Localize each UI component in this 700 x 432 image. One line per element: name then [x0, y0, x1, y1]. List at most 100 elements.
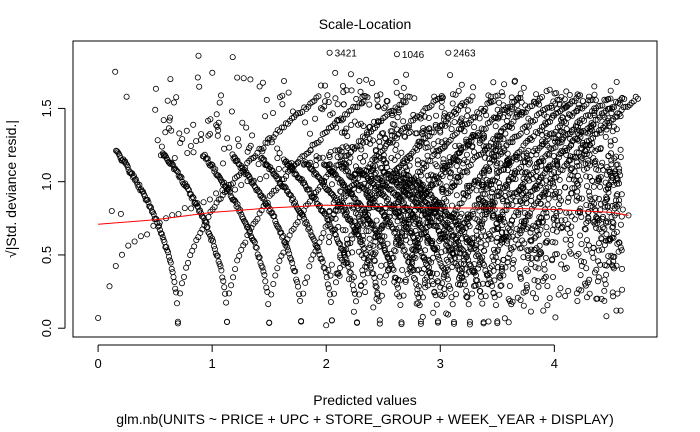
data-point	[490, 201, 497, 208]
data-point	[599, 246, 606, 253]
data-point	[605, 115, 612, 122]
data-point	[152, 85, 159, 92]
data-point	[367, 189, 374, 196]
data-point	[397, 301, 404, 308]
data-point	[152, 106, 159, 113]
data-point	[576, 127, 583, 134]
data-point	[479, 198, 486, 205]
data-point	[411, 207, 418, 214]
data-point	[550, 134, 557, 141]
data-point	[328, 261, 335, 268]
data-point	[383, 261, 390, 268]
data-point	[421, 276, 428, 283]
data-point	[341, 152, 348, 159]
data-point	[519, 191, 526, 198]
data-point	[513, 225, 520, 232]
data-point	[421, 192, 428, 199]
data-point	[422, 105, 429, 112]
data-point	[400, 118, 407, 125]
data-point	[536, 101, 543, 108]
data-point	[474, 251, 481, 258]
data-point	[277, 229, 284, 236]
data-point	[263, 161, 270, 168]
data-point	[558, 147, 565, 154]
data-point	[435, 218, 442, 225]
data-point	[296, 291, 303, 298]
data-point	[164, 247, 171, 254]
data-point	[414, 157, 421, 164]
data-point	[450, 318, 457, 325]
data-point	[565, 287, 572, 294]
data-point	[421, 229, 428, 236]
data-point	[424, 172, 431, 179]
data-point	[479, 134, 486, 141]
labeled-point	[393, 51, 400, 58]
data-point	[499, 221, 506, 228]
data-point	[291, 267, 298, 274]
data-point	[411, 95, 418, 102]
data-point	[493, 167, 500, 174]
data-point	[386, 265, 393, 272]
data-point	[269, 110, 276, 117]
data-point	[435, 227, 442, 234]
data-point	[550, 273, 557, 280]
data-point	[383, 98, 390, 105]
data-point	[438, 263, 445, 270]
data-point	[417, 140, 424, 147]
data-point	[616, 239, 623, 246]
data-point	[403, 253, 410, 260]
point-label: 1046	[402, 50, 425, 61]
data-point	[361, 180, 368, 187]
data-point	[326, 207, 333, 214]
data-point	[612, 201, 619, 208]
data-point	[393, 168, 400, 175]
data-point	[597, 261, 604, 268]
data-point	[513, 111, 520, 118]
data-point	[452, 91, 459, 98]
data-point	[562, 216, 569, 223]
data-point	[355, 121, 362, 128]
data-point	[424, 282, 431, 289]
outlier-labels: 3421 1046 2463	[326, 49, 476, 61]
data-point	[549, 226, 556, 233]
data-point	[510, 257, 517, 264]
data-point	[611, 137, 618, 144]
data-point	[447, 162, 454, 169]
data-point	[541, 170, 548, 177]
data-point	[476, 139, 483, 146]
data-point	[395, 210, 402, 217]
data-point	[523, 200, 530, 207]
data-point	[364, 216, 371, 223]
data-point	[531, 277, 538, 284]
data-point	[441, 212, 448, 219]
data-point	[212, 250, 219, 257]
data-point	[403, 223, 410, 230]
data-point	[445, 138, 452, 145]
data-point	[196, 207, 203, 214]
data-point	[517, 90, 524, 97]
data-point	[501, 315, 508, 322]
data-point	[472, 242, 479, 249]
data-point	[365, 182, 372, 189]
data-point	[366, 101, 373, 108]
data-point	[232, 155, 239, 162]
data-point	[530, 175, 537, 182]
data-point	[581, 148, 588, 155]
data-point	[453, 245, 460, 252]
data-point	[456, 250, 463, 257]
data-point	[495, 115, 502, 122]
data-point	[392, 248, 399, 255]
data-point	[606, 259, 613, 266]
data-point	[173, 94, 180, 101]
data-point	[607, 138, 614, 145]
data-point	[393, 78, 400, 85]
data-point	[489, 178, 496, 185]
data-point	[288, 196, 295, 203]
data-point	[591, 83, 598, 90]
data-point	[459, 160, 466, 167]
y-axis: 0.00.51.01.5	[39, 99, 66, 337]
data-point	[574, 188, 581, 195]
data-point	[617, 113, 624, 120]
data-point	[520, 175, 527, 182]
data-point	[524, 169, 531, 176]
